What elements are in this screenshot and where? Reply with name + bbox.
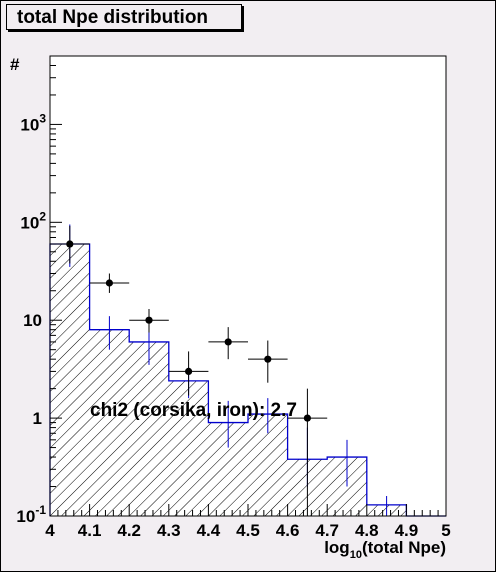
data-point bbox=[303, 414, 311, 422]
x-tick-label: 4.1 bbox=[78, 521, 102, 540]
x-tick-label: 5 bbox=[441, 521, 450, 540]
y-tick-label: 103 bbox=[20, 111, 46, 134]
x-tick-label: 4 bbox=[45, 521, 55, 540]
x-tick-label: 4.7 bbox=[315, 521, 339, 540]
x-tick-label: 4.2 bbox=[117, 521, 141, 540]
y-tick-label: 10 bbox=[23, 311, 42, 330]
mc-histogram-outline bbox=[49, 243, 446, 517]
mc-histogram-fill bbox=[50, 244, 446, 516]
data-point bbox=[224, 338, 232, 346]
y-axis-label: # bbox=[10, 55, 20, 74]
x-axis-label: log10(total Npe) bbox=[324, 538, 446, 561]
y-tick-label: 10-1 bbox=[16, 503, 46, 526]
chart-title: total Npe distribution bbox=[6, 4, 242, 30]
data-point bbox=[145, 316, 153, 324]
data-point bbox=[264, 355, 272, 363]
x-tick-label: 4.9 bbox=[395, 521, 419, 540]
x-tick-label: 4.4 bbox=[197, 521, 221, 540]
y-tick-label: 1 bbox=[33, 409, 42, 428]
x-tick-label: 4.8 bbox=[355, 521, 379, 540]
y-tick-label: 102 bbox=[20, 209, 46, 232]
x-tick-label: 4.5 bbox=[236, 521, 260, 540]
chi2-annotation: chi2 (corsika, iron): 2.7 bbox=[90, 400, 297, 421]
data-point bbox=[105, 279, 113, 287]
data-point bbox=[185, 367, 193, 375]
x-tick-label: 4.6 bbox=[276, 521, 300, 540]
x-tick-label: 4.3 bbox=[157, 521, 181, 540]
data-point bbox=[66, 240, 74, 248]
